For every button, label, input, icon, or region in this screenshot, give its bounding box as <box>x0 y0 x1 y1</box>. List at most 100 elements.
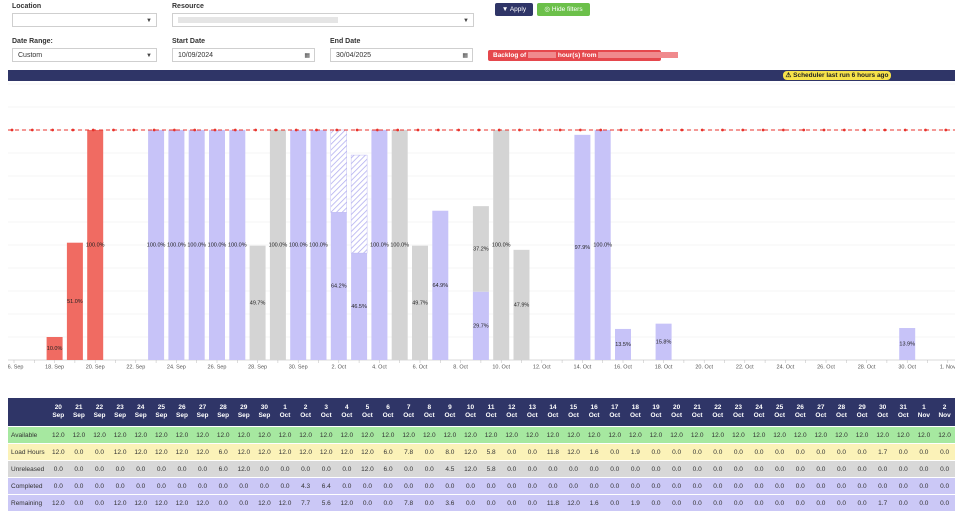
table-cell: 0.0 <box>315 460 337 478</box>
bar-segment <box>513 249 530 360</box>
hide-filters-button[interactable]: ◎ Hide filters <box>537 3 590 16</box>
capacity-dot <box>71 128 75 132</box>
column-month: Nov <box>938 412 951 419</box>
row-label: Unreleased <box>8 460 48 478</box>
table-cell: 0.0 <box>666 460 687 478</box>
table-cell: 12.0 <box>769 426 790 444</box>
table-cell: 12.0 <box>418 426 440 444</box>
column-month: Oct <box>403 412 415 419</box>
table-cell: 0.0 <box>254 477 275 495</box>
table-cell: 6.0 <box>212 460 234 478</box>
bar-segment <box>310 130 327 360</box>
table-cell: 12.0 <box>748 426 770 444</box>
column-month: Oct <box>732 412 744 419</box>
column-day: 29 <box>240 404 248 411</box>
column-month: Oct <box>629 412 641 419</box>
column-day: 14 <box>549 404 557 411</box>
value-label: 10.0% <box>47 346 63 352</box>
column-day: 20 <box>54 404 62 411</box>
bar-segment <box>615 328 631 360</box>
capacity-dot <box>619 128 623 132</box>
table-cell: 0.0 <box>171 460 193 478</box>
column-day: 24 <box>755 404 763 411</box>
column-header: 2 Oct <box>295 398 316 427</box>
table-cell: 0.0 <box>522 460 543 478</box>
column-day: 30 <box>260 404 269 411</box>
table-cell: 6.0 <box>377 443 399 461</box>
table-cell: 0.0 <box>831 443 852 461</box>
x-tick-label: 24. Oct <box>777 364 795 370</box>
table-cell: 0.0 <box>522 494 543 511</box>
column-day: 19 <box>652 404 660 411</box>
table-cell: 0.0 <box>501 460 523 478</box>
table-cell: 12.0 <box>130 443 152 461</box>
location-select[interactable]: ▼ <box>12 13 157 27</box>
table-cell: 0.0 <box>439 477 461 495</box>
table-cell: 0.0 <box>418 477 440 495</box>
table-cell: 0.0 <box>831 477 852 495</box>
x-tick-label: 8. Oct <box>453 364 468 370</box>
column-day: 28 <box>837 404 846 411</box>
capacity-dot <box>436 128 440 132</box>
value-label: 46.5% <box>351 304 367 310</box>
x-tick-label: 16. Sep <box>8 364 23 370</box>
column-day: 21 <box>75 404 83 411</box>
table-cell: 0.0 <box>377 477 399 495</box>
end-date-value: 30/04/2025 <box>336 52 372 59</box>
apply-button[interactable]: ▼ Apply <box>495 3 533 16</box>
column-header: 28 Oct <box>831 398 852 427</box>
column-day: 16 <box>590 404 598 411</box>
capacity-dot <box>152 128 156 132</box>
x-tick-label: 16. Oct <box>614 364 632 370</box>
column-header: 26 Oct <box>789 398 811 427</box>
table-cell: 12.0 <box>439 426 461 444</box>
table-cell: 0.0 <box>789 443 811 461</box>
column-day: 8 <box>427 404 432 411</box>
column-month: Oct <box>485 412 497 419</box>
table-cell: 0.0 <box>295 460 316 478</box>
column-header: 24 Sep <box>130 398 152 427</box>
capacity-dot <box>639 128 643 132</box>
table-cell: 12.0 <box>274 426 296 444</box>
bar-segment <box>351 253 368 360</box>
column-day: 23 <box>116 404 124 411</box>
end-date-input[interactable]: 30/04/2025 ▦ <box>330 48 473 62</box>
table-cell: 0.0 <box>728 477 749 495</box>
column-header: 18 Oct <box>625 398 646 427</box>
column-month: Sep <box>217 412 230 419</box>
table-cell: 12.0 <box>480 426 502 444</box>
table-cell: 0.0 <box>336 460 358 478</box>
start-date-input[interactable]: 10/09/2024 ▦ <box>172 48 315 62</box>
date-range-select[interactable]: Custom ▼ <box>12 48 157 62</box>
table-cell: 12.0 <box>192 426 213 444</box>
resource-select[interactable]: ▼ <box>172 13 474 27</box>
column-month: Oct <box>341 412 353 419</box>
table-cell: 0.0 <box>851 460 873 478</box>
column-header: 29 Sep <box>233 398 255 427</box>
table-cell: 6.4 <box>315 477 337 495</box>
table-row: Remaining 12.0 0.0 0.0 12.0 12.0 12.0 12.0 12.0 0… <box>8 494 955 511</box>
table-cell: 12.0 <box>109 426 131 444</box>
table-cell: 12.0 <box>171 494 193 511</box>
table-cell: 0.0 <box>686 494 708 511</box>
table-cell: 0.0 <box>769 443 790 461</box>
table-cell: 0.0 <box>151 460 172 478</box>
column-day: 26 <box>178 404 186 411</box>
table-cell: 0.0 <box>604 494 626 511</box>
table-cell: 12.0 <box>625 426 646 444</box>
table-cell: 0.0 <box>872 460 893 478</box>
table-cell: 12.0 <box>789 426 811 444</box>
column-month: Oct <box>877 412 889 419</box>
column-month: Sep <box>114 412 127 419</box>
column-day: 22 <box>95 404 104 411</box>
scheduler-text: Scheduler last run 6 hours ago <box>793 72 889 79</box>
table-cell: 12.0 <box>357 426 378 444</box>
start-date-value: 10/09/2024 <box>178 52 214 59</box>
x-tick-label: 22. Sep <box>126 364 145 370</box>
capacity-dot <box>903 128 907 132</box>
column-month: Oct <box>465 412 476 419</box>
table-cell: 0.0 <box>686 460 708 478</box>
value-label: 13.5% <box>615 342 631 348</box>
table-cell: 12.0 <box>913 426 935 444</box>
column-header: 29 Oct <box>851 398 873 427</box>
